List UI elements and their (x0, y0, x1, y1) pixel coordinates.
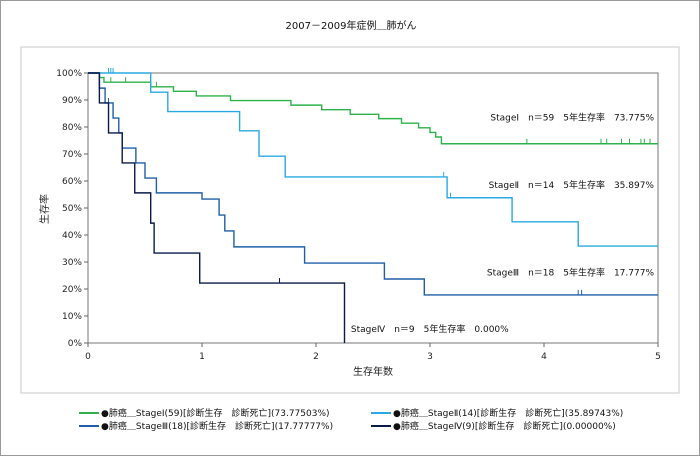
y-tick-label: 30% (62, 258, 82, 268)
y-tick-label: 70% (62, 150, 82, 160)
series-1 (88, 72, 658, 145)
series-layer (88, 68, 658, 343)
stage-annotation: StageⅡ n＝14 5年生存率 35.897% (489, 179, 655, 191)
chart-outer-border (20, 46, 680, 394)
y-tick-label: 100% (56, 69, 82, 79)
series-3 (88, 72, 658, 296)
stage-annotation: StageⅢ n＝18 5年生存率 17.777% (487, 267, 655, 279)
chart-title: 2007－2009年症例＿肺がん (286, 19, 417, 32)
x-tick-label: 3 (427, 352, 433, 362)
stage-annotation: StageⅠ n＝59 5年生存率 73.775% (490, 111, 654, 123)
series-4 (88, 72, 346, 343)
legend-item: ●肺癌＿StageⅡ(14)[診断生存 診断死亡](35.89743%) (371, 407, 623, 419)
y-tick-label: 10% (62, 312, 82, 322)
legend-item: ●肺癌＿StageⅣ(9)[診断生存 診断死亡](0.00000%) (371, 420, 616, 432)
x-tick-label: 0 (85, 352, 91, 362)
x-tick-label: 5 (655, 352, 661, 362)
y-tick-label: 80% (62, 123, 82, 133)
legend-label: ●肺癌＿StageⅠ(59)[診断生存 診断死亡](73.77503%) (101, 407, 330, 419)
x-axis-label: 生存年数 (353, 365, 393, 378)
y-axis-ticks: 0% 10% 20% 30% 40% 50% 60% 70% 80% 90% 100% (56, 69, 88, 349)
x-tick-label: 1 (199, 352, 205, 362)
y-tick-label: 90% (62, 96, 82, 106)
legend-item: ●肺癌＿StageⅠ(59)[診断生存 診断死亡](73.77503%) (79, 407, 330, 419)
legend: ●肺癌＿StageⅠ(59)[診断生存 診断死亡](73.77503%) ●肺癌＿… (79, 407, 623, 432)
y-tick-label: 20% (62, 285, 82, 295)
series-2 (88, 68, 658, 247)
y-axis-label: 生存率 (38, 194, 51, 224)
y-tick-label: 60% (62, 177, 82, 187)
stage-annotation: StageⅣ n＝9 5年生存率 0.000% (351, 323, 509, 335)
x-tick-label: 2 (313, 352, 319, 362)
series-line (88, 72, 658, 296)
x-axis-ticks: 0 1 2 3 4 5 (85, 343, 661, 362)
legend-label: ●肺癌＿StageⅢ(18)[診断生存 診断死亡](17.77777%) (101, 420, 333, 432)
y-tick-label: 50% (62, 204, 82, 214)
y-tick-label: 0% (68, 339, 83, 349)
series-line (88, 72, 658, 145)
series-line (88, 72, 346, 343)
x-tick-label: 4 (541, 352, 547, 362)
y-tick-label: 40% (62, 231, 82, 241)
legend-label: ●肺癌＿StageⅣ(9)[診断生存 診断死亡](0.00000%) (393, 420, 616, 432)
legend-label: ●肺癌＿StageⅡ(14)[診断生存 診断死亡](35.89743%) (393, 407, 623, 419)
annotations-layer: StageⅠ n＝59 5年生存率 73.775% StageⅡ n＝14 5年生… (351, 111, 655, 335)
series-line (88, 72, 658, 247)
legend-item: ●肺癌＿StageⅢ(18)[診断生存 診断死亡](17.77777%) (79, 420, 333, 432)
